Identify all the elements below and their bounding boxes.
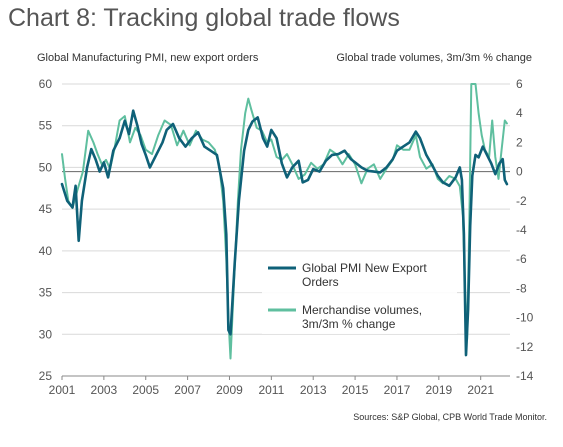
right-tick-label: 6 (516, 77, 523, 91)
right-axis-title: Global trade volumes, 3m/3m % change (336, 52, 532, 64)
left-tick-label: 35 (39, 286, 53, 300)
left-tick-label: 60 (39, 77, 53, 91)
x-tick-label: 2005 (132, 383, 159, 397)
x-tick-label: 2013 (300, 383, 327, 397)
right-tick-label: -14 (516, 369, 534, 383)
x-tick-label: 2015 (342, 383, 369, 397)
series (60, 83, 509, 360)
right-tick-label: -8 (516, 281, 527, 295)
right-tick-label: -4 (516, 223, 527, 237)
x-tick-label: 2003 (91, 383, 118, 397)
left-tick-label: 55 (39, 119, 53, 133)
axes: 25 30 35 40 45 50 55 60 -14 -12 -10 -8 -6 -4 -2 0 2 4 6 200… (39, 77, 534, 397)
right-tick-label: -12 (516, 340, 534, 354)
x-tick-label: 2001 (49, 383, 76, 397)
x-tick-label: 2011 (258, 383, 284, 397)
legend-label-pmi: Global PMI New Export Orders (302, 261, 427, 289)
right-tick-label: -2 (516, 194, 527, 208)
legend-box (262, 252, 457, 334)
right-tick-label: 4 (516, 106, 523, 120)
left-tick-label: 45 (39, 202, 53, 216)
left-tick-label: 25 (39, 369, 53, 383)
legend-label-trade: Merchandise volumes, 3m/3m % change (302, 303, 422, 331)
x-tick-label: 2021 (467, 383, 494, 397)
right-tick-label: 2 (516, 135, 523, 149)
source-note: Sources: S&P Global, CPB World Trade Mon… (353, 412, 547, 422)
x-tick-label: 2017 (384, 383, 411, 397)
x-tick-label: 2009 (216, 383, 243, 397)
right-tick-label: -6 (516, 252, 527, 266)
left-axis-title: Global Manufacturing PMI, new export ord… (37, 52, 259, 64)
right-tick-label: 0 (516, 165, 523, 179)
left-tick-label: 40 (39, 244, 53, 258)
chart-title: Chart 8: Tracking global trade flows (8, 4, 400, 32)
x-tick-label: 2019 (425, 383, 452, 397)
left-tick-label: 50 (39, 160, 53, 174)
legend: Global PMI New Export Orders Merchandise v… (262, 252, 457, 334)
left-tick-label: 30 (39, 327, 53, 341)
series-line-pmi (60, 109, 509, 357)
right-tick-label: -10 (516, 311, 534, 325)
x-tick-label: 2007 (174, 383, 201, 397)
